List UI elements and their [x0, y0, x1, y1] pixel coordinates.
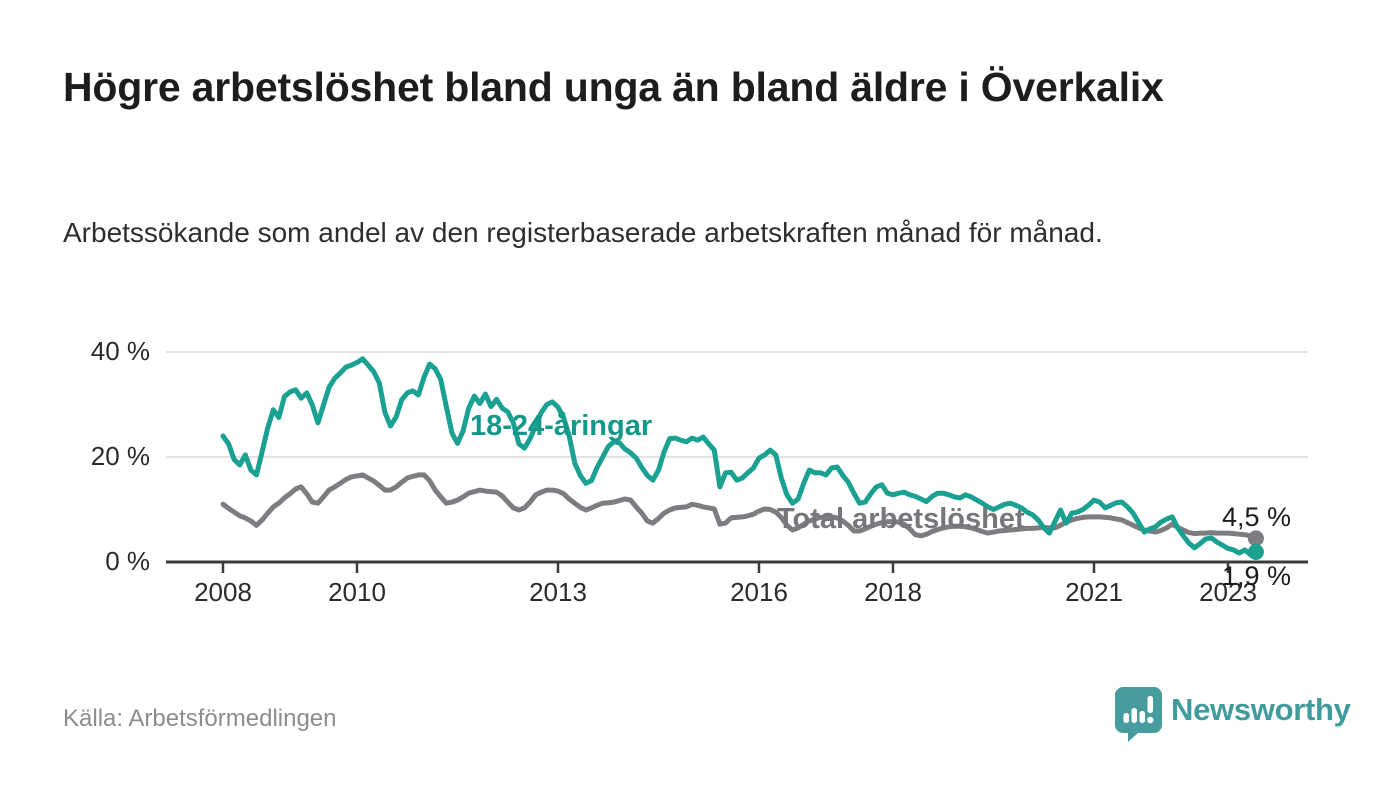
- x-axis-label: 2008: [194, 577, 252, 607]
- newsworthy-logo: Newsworthy: [1115, 687, 1351, 743]
- end-dot-18-24-åringar: [1247, 544, 1264, 560]
- end-dot-Total arbetslöshet: [1247, 530, 1264, 547]
- newsworthy-wordmark: Newsworthy: [1171, 692, 1351, 727]
- series-label-youth: 18-24-åringar: [470, 410, 653, 442]
- newsworthy-speech-bubble-bar-chart-icon: [1115, 687, 1162, 742]
- line-Total arbetslöshet: [220, 472, 1259, 541]
- line-18-24-åringar: [220, 356, 1259, 558]
- y-axis-label: 0 %: [105, 546, 150, 576]
- page-title: Högre arbetslöshet bland unga än bland ä…: [63, 64, 1164, 110]
- x-axis-label: 2023: [1199, 577, 1257, 607]
- y-axis-label: 40 %: [90, 336, 150, 366]
- y-axis-label: 20 %: [90, 441, 150, 471]
- series-label-total: Total arbetslöshet: [777, 503, 1025, 535]
- end-value-label-youth: 1,9 %: [1222, 561, 1292, 591]
- x-axis-label: 2010: [328, 577, 386, 607]
- x-axis-label: 2016: [730, 577, 788, 607]
- chart-subtitle: Arbetssökande som andel av den registerb…: [63, 217, 1103, 248]
- x-axis-label: 2018: [864, 577, 922, 607]
- x-axis-label: 2021: [1065, 577, 1123, 607]
- x-axis-label: 2013: [529, 577, 587, 607]
- end-value-label-total: 4,5 %: [1222, 502, 1292, 532]
- source-attribution: Källa: Arbetsförmedlingen: [63, 705, 337, 732]
